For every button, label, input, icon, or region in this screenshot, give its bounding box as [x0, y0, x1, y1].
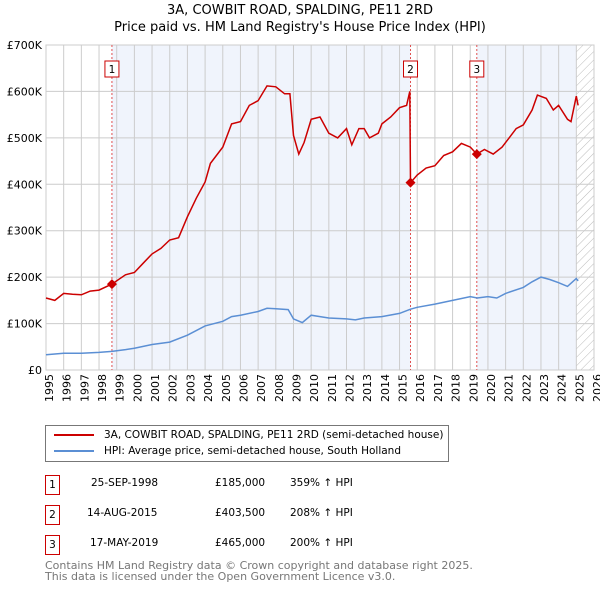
legend-label-property: 3A, COWBIT ROAD, SPALDING, PE11 2RD (sem…: [104, 429, 444, 441]
x-tick-label: 2018: [450, 374, 463, 402]
y-tick-label: £200K: [7, 271, 43, 284]
x-tick-label: 2021: [503, 374, 516, 402]
ownership-period-shade: [476, 45, 577, 370]
sale-badge: 1: [45, 475, 60, 495]
x-tick-label: 2011: [326, 374, 339, 402]
x-tick-label: 2025: [573, 374, 586, 402]
x-tick-label: 2017: [432, 374, 445, 402]
x-tick-label: 2024: [556, 374, 569, 402]
legend-swatch-hpi: [54, 450, 94, 452]
sale-label: 2: [407, 64, 414, 76]
footer-line-2: This data is licensed under the Open Gov…: [45, 570, 396, 583]
footer-attribution: Contains HM Land Registry data © Crown c…: [45, 560, 473, 582]
legend-label-hpi: HPI: Average price, semi-detached house,…: [104, 445, 401, 457]
sale-label-box: [104, 60, 120, 78]
sale-date: 14-AUG-2015: [87, 507, 158, 519]
legend-item-hpi: HPI: Average price, semi-detached house,…: [54, 443, 401, 459]
x-tick-label: 1996: [61, 374, 74, 402]
x-tick-label: 2019: [467, 374, 480, 402]
sale-hpi: 208% ↑ HPI: [290, 507, 353, 519]
sale-price: £185,000: [215, 477, 266, 489]
sale-label: 1: [109, 64, 116, 76]
sale-point: [106, 279, 117, 290]
y-tick-label: £100K: [7, 318, 43, 331]
x-tick-label: 2016: [414, 374, 427, 402]
x-tick-label: 2022: [520, 374, 533, 402]
x-tick-label: 2008: [273, 374, 286, 402]
sale-price: £403,500: [215, 507, 266, 519]
x-tick-label: 1999: [114, 374, 127, 402]
sale-badge: 2: [45, 505, 60, 525]
x-tick-label: 2000: [131, 374, 144, 402]
sale-date: 25-SEP-1998: [91, 477, 159, 489]
x-tick-label: 2010: [308, 374, 321, 402]
sale-badge: 3: [45, 535, 60, 555]
x-tick-label: 2007: [255, 374, 268, 402]
sale-row: 1 25-SEP-1998 £185,000 359% ↑ HPI: [45, 475, 465, 495]
x-tick-label: 2004: [202, 374, 215, 402]
y-tick-label: £300K: [7, 225, 43, 238]
x-tick-label: 2006: [237, 374, 250, 402]
sale-date: 17-MAY-2019: [90, 537, 159, 549]
legend: 3A, COWBIT ROAD, SPALDING, PE11 2RD (sem…: [45, 425, 449, 462]
sale-hpi: 200% ↑ HPI: [290, 537, 353, 549]
x-tick-label: 2012: [344, 374, 357, 402]
y-tick-label: £600K: [7, 85, 43, 98]
x-tick-label: 1998: [96, 374, 109, 402]
property-price-line: [45, 85, 579, 302]
sale-label-box: [403, 60, 419, 78]
y-tick-label: £0: [28, 364, 42, 377]
sale-label-box: [469, 60, 485, 78]
ownership-period-shade: [111, 45, 411, 370]
y-tick-label: £400K: [7, 178, 43, 191]
footer-line-1: Contains HM Land Registry data © Crown c…: [45, 559, 473, 572]
x-tick-label: 1995: [43, 374, 56, 402]
sale-row: 2 14-AUG-2015 £403,500 208% ↑ HPI: [45, 505, 465, 525]
x-tick-label: 2013: [361, 374, 374, 402]
plot-frame: [45, 44, 595, 371]
price-chart: 1995 1996 1997 1998 1999 2000 2001 2002 2003 2004…: [7, 39, 600, 402]
x-tick-label: 2026: [591, 374, 600, 402]
x-tick-label: 2015: [397, 374, 410, 402]
x-tick-label: 2014: [379, 374, 392, 402]
x-tick-label: 2001: [149, 374, 162, 402]
x-tick-label: 1997: [78, 374, 91, 402]
chart-subtitle: Price paid vs. HM Land Registry's House …: [114, 20, 486, 35]
x-tick-label: 2005: [220, 374, 233, 402]
sale-hpi: 359% ↑ HPI: [290, 477, 353, 489]
legend-item-property: 3A, COWBIT ROAD, SPALDING, PE11 2RD (sem…: [54, 427, 443, 443]
hpi-line: [45, 276, 579, 356]
x-tick-label: 2020: [485, 374, 498, 402]
legend-swatch-property: [54, 434, 94, 436]
sale-point: [405, 177, 416, 188]
x-tick-label: 2003: [184, 374, 197, 402]
sale-price: £465,000: [215, 537, 266, 549]
sale-row: 3 17-MAY-2019 £465,000 200% ↑ HPI: [45, 535, 465, 555]
chart-title: 3A, COWBIT ROAD, SPALDING, PE11 2RD: [167, 3, 433, 18]
x-tick-label: 2009: [290, 374, 303, 402]
sale-label: 3: [473, 64, 480, 76]
x-tick-label: 2023: [538, 374, 551, 402]
sale-point: [471, 149, 482, 160]
y-tick-label: £700K: [7, 39, 43, 52]
x-tick-label: 2002: [167, 374, 180, 402]
y-tick-label: £500K: [7, 132, 43, 145]
forecast-hatch: [576, 45, 594, 370]
